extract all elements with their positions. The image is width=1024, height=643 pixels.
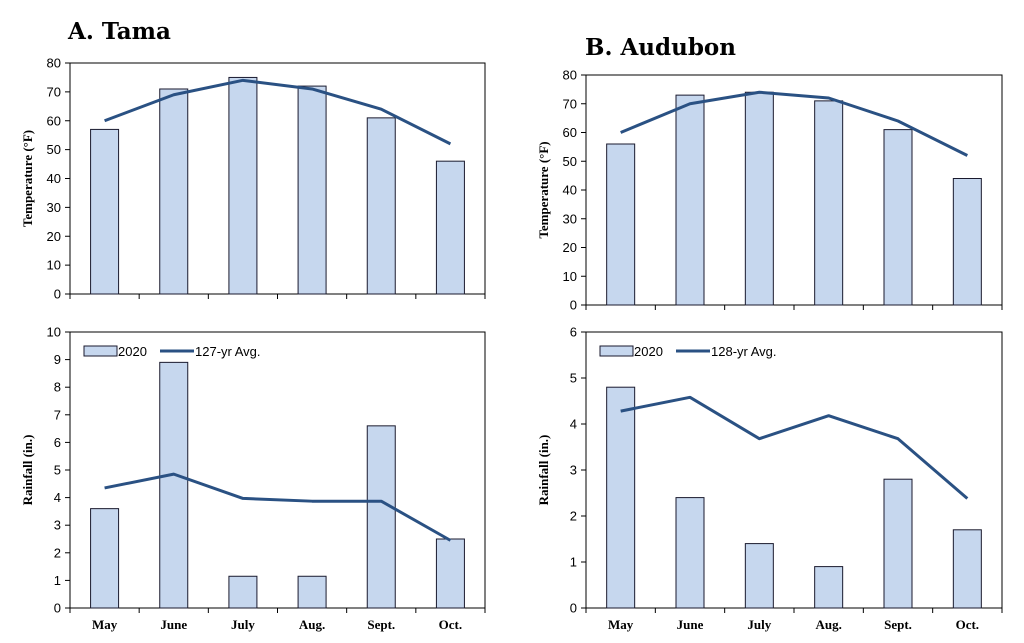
y-tick-label: 0 xyxy=(570,298,577,313)
bar-sept xyxy=(883,129,913,306)
bar-july xyxy=(228,76,258,295)
plot-area-frame xyxy=(69,62,486,295)
y-tick-label: 40 xyxy=(563,183,577,198)
y-tick-label: 70 xyxy=(563,96,577,111)
bar-july xyxy=(228,575,258,609)
x-category-label: Oct. xyxy=(956,617,979,632)
tama-temp-chart: 0 10 20 30 40 50 60 70 80 Temperature (°F) xyxy=(20,56,486,302)
y-tick-label: 3 xyxy=(54,518,61,533)
legend-line-label: 127-yr Avg. xyxy=(195,344,261,359)
y-axis-title: Rainfall (in.) xyxy=(536,435,551,506)
legend-bar-label: 2020 xyxy=(634,344,663,359)
legend: 2020 128-yr Avg. xyxy=(599,344,777,359)
tama-rain-chart: 0 1 2 3 4 5 6 7 8 9 10 Rainfall (in.) May June July Aug… xyxy=(20,325,486,632)
bar-may xyxy=(606,143,636,306)
x-category-label: May xyxy=(92,617,118,632)
bar-sept xyxy=(366,425,396,609)
x-category-label: Oct. xyxy=(439,617,462,632)
y-tick-label: 50 xyxy=(47,142,61,157)
y-tick-label: 4 xyxy=(54,490,61,505)
bar-may xyxy=(606,386,636,609)
y-tick-label: 0 xyxy=(54,287,61,302)
x-category-label: Sept. xyxy=(884,617,912,632)
y-tick-label: 5 xyxy=(570,371,577,386)
y-tick-label: 7 xyxy=(54,407,61,422)
y-tick-label: 8 xyxy=(54,380,61,395)
legend: 2020 127-yr Avg. xyxy=(83,344,261,359)
bar-may xyxy=(90,508,120,609)
bar-june xyxy=(159,88,189,295)
y-axis-title: Temperature (°F) xyxy=(20,130,35,227)
y-tick-label: 10 xyxy=(47,325,61,340)
bar-june xyxy=(159,361,189,609)
bar-oct xyxy=(952,178,982,306)
y-tick-label: 50 xyxy=(563,154,577,169)
x-category-label: Aug. xyxy=(299,617,325,632)
y-tick-label: 0 xyxy=(54,601,61,616)
bar-aug xyxy=(297,85,327,295)
bar-oct xyxy=(952,529,982,609)
y-tick-label: 40 xyxy=(47,171,61,186)
y-tick-label: 70 xyxy=(47,84,61,99)
bar-oct xyxy=(435,538,465,609)
bar-aug xyxy=(814,566,844,609)
y-tick-label: 3 xyxy=(570,463,577,478)
y-tick-label: 80 xyxy=(47,56,61,71)
y-tick-label: 10 xyxy=(563,269,577,284)
plot-area-frame xyxy=(585,331,1003,609)
y-tick-label: 30 xyxy=(47,200,61,215)
y-tick-label: 6 xyxy=(570,325,577,340)
legend-bar-swatch xyxy=(599,345,634,357)
audubon-rain-chart: 0 1 2 3 4 5 6 Rainfall (in.) May June July Aug. Sept… xyxy=(536,325,1003,632)
y-tick-label: 9 xyxy=(54,352,61,367)
x-category-label: July xyxy=(231,617,255,632)
x-category-label: July xyxy=(747,617,771,632)
y-axis-title: Temperature (°F) xyxy=(536,141,551,238)
y-tick-label: 60 xyxy=(47,113,61,128)
audubon-temp-chart: 0 10 20 30 40 50 60 70 80 Temperature (°F) xyxy=(536,68,1003,313)
x-category-label: June xyxy=(160,617,187,632)
x-category-label: June xyxy=(677,617,704,632)
y-tick-label: 80 xyxy=(563,68,577,83)
bar-sept xyxy=(366,117,396,295)
y-tick-label: 4 xyxy=(570,417,577,432)
bar-sept xyxy=(883,478,913,609)
bar-july xyxy=(744,91,774,306)
legend-bar-label: 2020 xyxy=(118,344,147,359)
y-tick-label: 2 xyxy=(54,545,61,560)
bar-aug xyxy=(297,575,327,609)
bar-june xyxy=(675,94,705,306)
bar-may xyxy=(90,128,120,295)
plot-area-frame xyxy=(585,74,1003,306)
bar-june xyxy=(675,497,705,609)
panel-a-title: A. Tama xyxy=(68,18,171,45)
average-line xyxy=(104,78,452,146)
plot-area-frame xyxy=(69,331,486,609)
x-category-label: May xyxy=(608,617,634,632)
average-line xyxy=(620,90,969,157)
bar-oct xyxy=(435,160,465,295)
y-tick-label: 60 xyxy=(563,125,577,140)
y-tick-label: 6 xyxy=(54,435,61,450)
legend-line-label: 128-yr Avg. xyxy=(711,344,777,359)
x-category-label: Aug. xyxy=(815,617,841,632)
bar-july xyxy=(744,543,774,609)
y-tick-label: 5 xyxy=(54,463,61,478)
bar-aug xyxy=(814,100,844,306)
x-category-label: Sept. xyxy=(367,617,395,632)
average-line xyxy=(620,395,969,500)
y-tick-label: 20 xyxy=(47,229,61,244)
panel-b-title: B. Audubon xyxy=(585,34,736,61)
y-tick-label: 30 xyxy=(563,211,577,226)
y-tick-label: 0 xyxy=(570,601,577,616)
legend-bar-swatch xyxy=(83,345,118,357)
y-tick-label: 10 xyxy=(47,258,61,273)
y-tick-label: 2 xyxy=(570,509,577,524)
average-line xyxy=(104,472,452,542)
y-tick-label: 1 xyxy=(570,555,577,570)
y-tick-label: 20 xyxy=(563,240,577,255)
y-axis-title: Rainfall (in.) xyxy=(20,435,35,506)
y-tick-label: 1 xyxy=(54,573,61,588)
